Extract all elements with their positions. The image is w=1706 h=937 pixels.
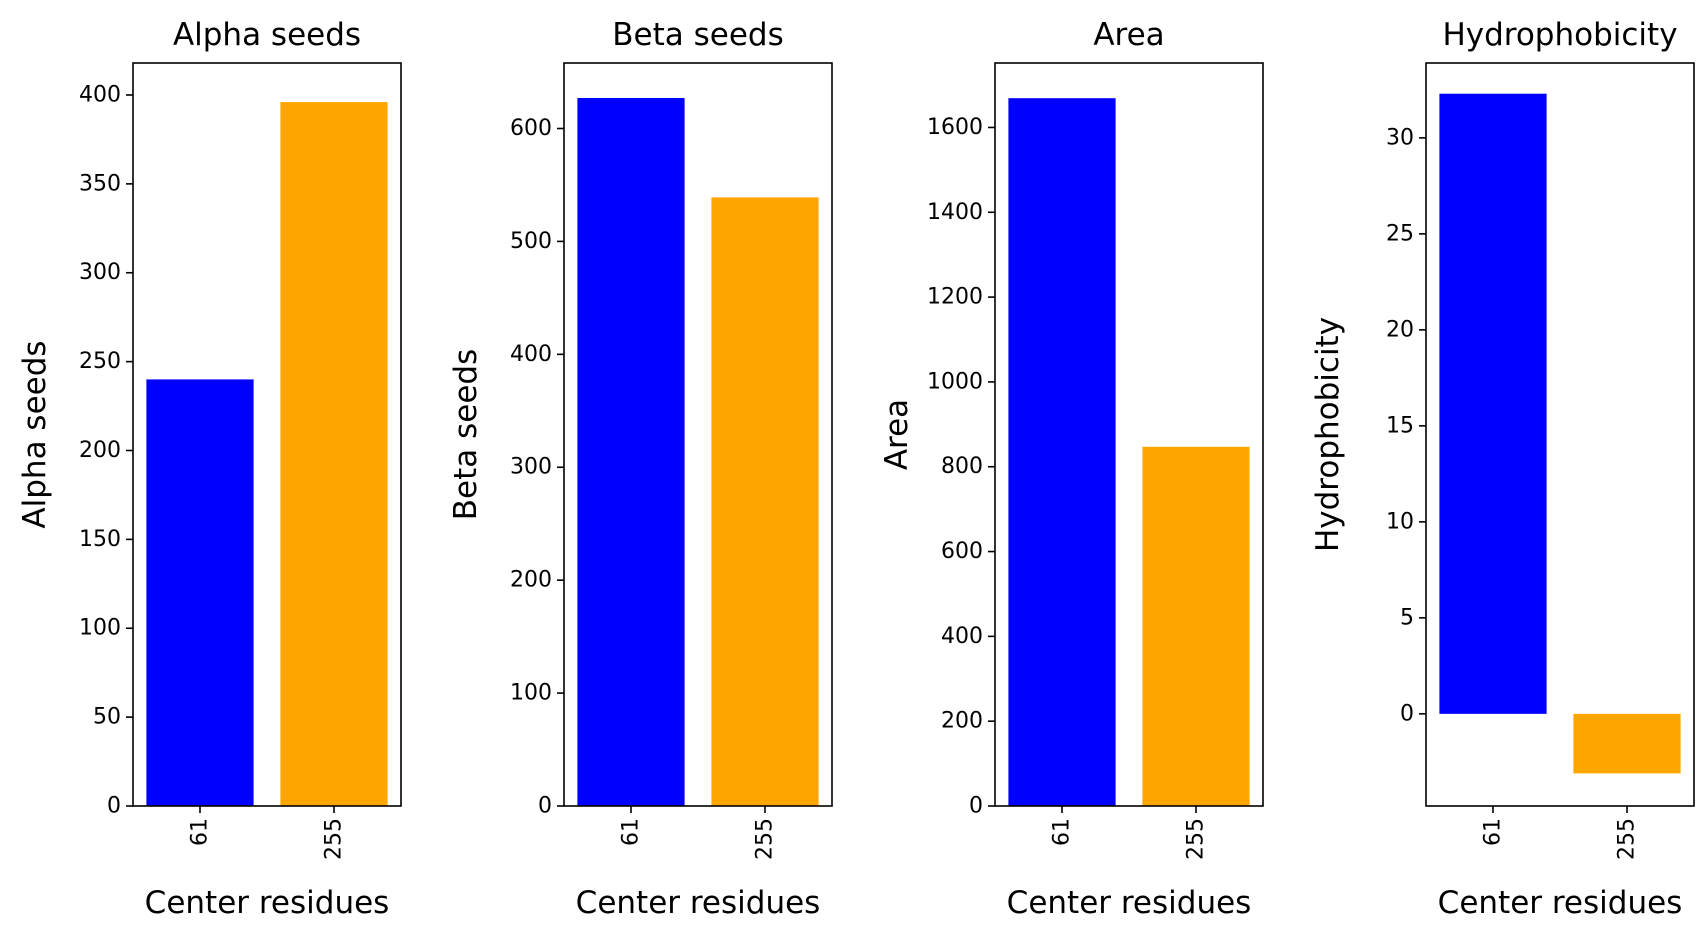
- y-tick-label: 25: [1386, 221, 1414, 246]
- chart-panel: 0 50 100 150 200 250 300 350 400 61 255 Alpha seeds…: [17, 17, 402, 921]
- y-tick-label: 30: [1386, 125, 1414, 150]
- y-tick-label: 600: [941, 539, 983, 564]
- chart-panel: 0 5 10 15 20 25 30 61 255 Hydrophobicity Center re…: [1310, 17, 1695, 921]
- x-axis-label: Center residues: [1438, 885, 1683, 921]
- y-tick-label: 400: [510, 342, 552, 367]
- bar: [577, 98, 685, 806]
- y-tick-label: 1600: [927, 115, 983, 140]
- y-tick-label: 0: [107, 794, 121, 819]
- y-tick-label: 0: [1400, 701, 1414, 726]
- bar: [1573, 713, 1681, 774]
- x-axis-label: Center residues: [145, 885, 390, 921]
- chart-panel: 0 100 200 300 400 500 600 61 255 Beta seeds Center…: [448, 17, 833, 921]
- chart-panel: 0 200 400 600 800 1000 1200 1400 1600 61 255 Area Ce…: [879, 17, 1264, 921]
- y-tick-label: 1400: [927, 200, 983, 225]
- y-tick-label: 200: [941, 709, 983, 734]
- y-tick-label: 10: [1386, 509, 1414, 534]
- y-tick-label: 5: [1400, 605, 1414, 630]
- x-tick-label: 255: [322, 818, 347, 860]
- y-tick-label: 300: [510, 455, 552, 480]
- y-tick-label: 1200: [927, 285, 983, 310]
- bar: [1439, 93, 1547, 714]
- bar: [1008, 98, 1116, 806]
- y-tick-label: 400: [941, 624, 983, 649]
- plot-frame: [132, 62, 402, 807]
- y-tick-label: 300: [79, 260, 121, 285]
- x-axis-label: Center residues: [1007, 885, 1252, 921]
- y-tick-label: 100: [79, 616, 121, 641]
- bar: [1142, 446, 1250, 806]
- x-tick-label: 61: [188, 818, 213, 846]
- x-tick-label: 255: [753, 818, 778, 860]
- chart-title: Hydrophobicity: [1442, 17, 1677, 53]
- y-tick-label: 150: [79, 527, 121, 552]
- bar: [146, 379, 254, 806]
- y-tick-label: 100: [510, 681, 552, 706]
- y-tick-label: 400: [79, 82, 121, 107]
- x-tick-label: 61: [1050, 818, 1075, 846]
- y-axis-label: Hydrophobicity: [1310, 317, 1346, 552]
- y-tick-label: 200: [79, 438, 121, 463]
- chart-title: Alpha seeds: [173, 17, 361, 53]
- y-tick-label: 350: [79, 171, 121, 196]
- y-tick-label: 500: [510, 229, 552, 254]
- y-axis-label: Alpha seeds: [17, 340, 53, 528]
- x-axis-label: Center residues: [576, 885, 821, 921]
- y-tick-label: 200: [510, 568, 552, 593]
- y-tick-label: 15: [1386, 413, 1414, 438]
- y-tick-label: 250: [79, 349, 121, 374]
- plot-frame: [563, 62, 833, 807]
- y-tick-label: 600: [510, 116, 552, 141]
- y-tick-label: 50: [93, 705, 121, 730]
- y-axis-label: Area: [879, 399, 915, 470]
- plot-frame: [1425, 62, 1695, 807]
- x-tick-label: 255: [1615, 818, 1640, 860]
- bar: [711, 197, 819, 807]
- y-tick-label: 0: [969, 794, 983, 819]
- plot-frame: [994, 62, 1264, 807]
- x-tick-label: 61: [619, 818, 644, 846]
- y-tick-label: 20: [1386, 317, 1414, 342]
- bar: [280, 102, 388, 806]
- y-tick-label: 1000: [927, 369, 983, 394]
- chart-title: Area: [1093, 17, 1164, 53]
- x-tick-label: 255: [1184, 818, 1209, 860]
- x-tick-label: 61: [1481, 818, 1506, 846]
- y-axis-label: Beta seeds: [448, 349, 484, 520]
- chart-title: Beta seeds: [612, 17, 783, 53]
- y-tick-label: 0: [538, 794, 552, 819]
- y-tick-label: 800: [941, 454, 983, 479]
